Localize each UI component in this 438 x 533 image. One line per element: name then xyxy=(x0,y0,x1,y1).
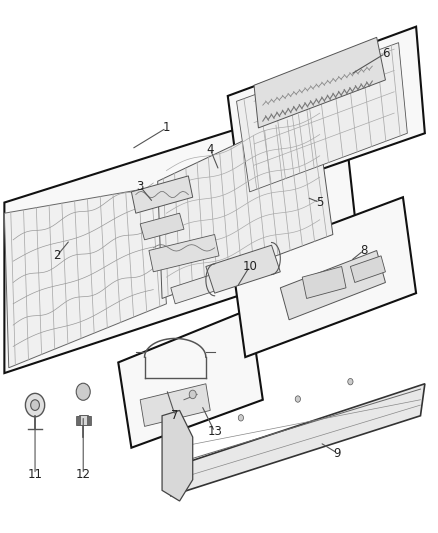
Polygon shape xyxy=(149,235,219,272)
Circle shape xyxy=(76,383,90,400)
FancyBboxPatch shape xyxy=(79,415,88,425)
Polygon shape xyxy=(228,27,425,197)
Text: 12: 12 xyxy=(76,468,91,481)
Text: 1: 1 xyxy=(162,122,170,134)
Circle shape xyxy=(25,393,45,417)
Text: 8: 8 xyxy=(360,244,367,257)
Circle shape xyxy=(238,415,244,421)
Polygon shape xyxy=(232,197,416,357)
Polygon shape xyxy=(280,251,385,320)
Text: 10: 10 xyxy=(242,260,257,273)
Circle shape xyxy=(189,390,196,399)
Polygon shape xyxy=(118,309,263,448)
FancyBboxPatch shape xyxy=(78,416,88,425)
Polygon shape xyxy=(237,43,407,192)
Text: 13: 13 xyxy=(207,425,222,438)
Text: 5: 5 xyxy=(316,196,323,209)
Polygon shape xyxy=(4,187,166,368)
Circle shape xyxy=(31,400,39,410)
Circle shape xyxy=(295,396,300,402)
Polygon shape xyxy=(254,37,385,128)
Polygon shape xyxy=(162,410,193,501)
Polygon shape xyxy=(171,266,241,304)
Polygon shape xyxy=(206,245,280,293)
Polygon shape xyxy=(166,384,425,496)
Polygon shape xyxy=(4,96,359,373)
Polygon shape xyxy=(350,256,385,282)
Text: 6: 6 xyxy=(381,47,389,60)
FancyBboxPatch shape xyxy=(80,415,87,425)
Text: 4: 4 xyxy=(206,143,214,156)
FancyBboxPatch shape xyxy=(75,416,91,425)
FancyBboxPatch shape xyxy=(77,416,90,425)
Polygon shape xyxy=(140,384,210,426)
Text: 2: 2 xyxy=(53,249,61,262)
Circle shape xyxy=(348,378,353,385)
Polygon shape xyxy=(140,213,184,240)
Text: 7: 7 xyxy=(171,409,179,422)
Polygon shape xyxy=(131,176,193,213)
Polygon shape xyxy=(302,266,346,298)
Text: 11: 11 xyxy=(28,468,42,481)
Text: 3: 3 xyxy=(137,180,144,193)
Text: 9: 9 xyxy=(333,447,341,459)
Polygon shape xyxy=(158,107,333,298)
